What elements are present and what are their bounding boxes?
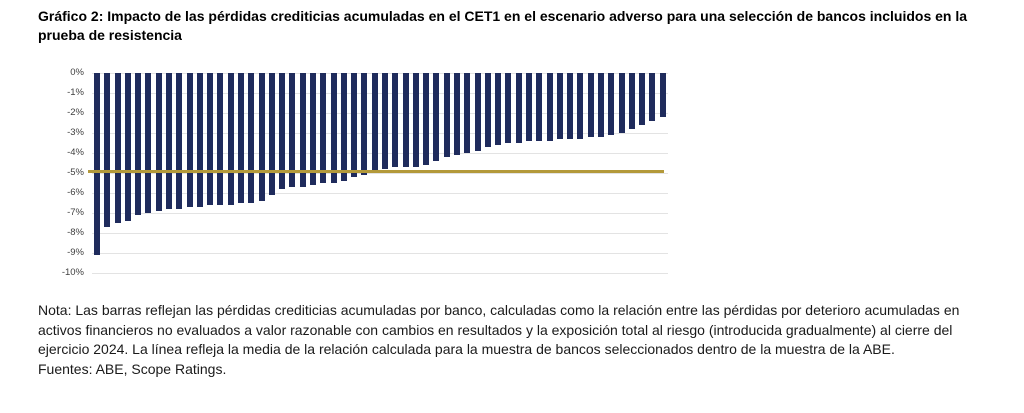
bar <box>94 73 100 255</box>
bar <box>474 73 481 151</box>
bar <box>320 73 327 183</box>
bar <box>361 73 368 175</box>
bar <box>515 73 522 143</box>
bar <box>608 73 615 135</box>
bar <box>145 73 152 213</box>
bar <box>196 73 203 207</box>
bar <box>258 73 265 201</box>
sources-text: Fuentes: ABE, Scope Ratings. <box>38 360 227 377</box>
bar <box>124 73 131 221</box>
bar <box>392 73 399 167</box>
bar <box>104 73 111 227</box>
bar <box>587 73 594 137</box>
bar <box>505 73 512 143</box>
bar <box>279 73 286 189</box>
bar-chart: 0% -1% -2% -3% -4% -5% -6% -7% -8% -9% -10% <box>61 67 668 278</box>
bar <box>340 73 347 181</box>
y-axis-tick-label: -3% <box>67 127 84 138</box>
bar <box>556 73 563 139</box>
gridline <box>92 252 668 254</box>
bar <box>464 73 471 153</box>
bar <box>351 73 358 177</box>
bar <box>412 73 419 167</box>
y-axis-tick-label: -2% <box>67 107 84 118</box>
gridline <box>92 172 668 174</box>
bar <box>166 73 172 209</box>
bar <box>484 73 491 147</box>
bar <box>628 73 635 129</box>
bar <box>567 73 574 139</box>
y-axis-tick-label: 0% <box>70 67 84 78</box>
note-text: Nota: Las barras reflejan las pérdidas c… <box>38 302 960 357</box>
bar <box>114 73 121 223</box>
bar <box>526 73 532 141</box>
bar <box>639 73 646 125</box>
y-axis-tick-label: -8% <box>67 227 84 238</box>
bar <box>443 73 450 157</box>
gridline <box>92 152 668 154</box>
bar <box>371 73 378 171</box>
bar <box>402 73 409 167</box>
bar <box>135 73 142 215</box>
bar <box>382 73 388 169</box>
gridline <box>92 212 668 214</box>
bar <box>546 73 553 141</box>
bar <box>330 73 337 183</box>
y-axis-tick-label: -10% <box>61 267 84 278</box>
bar <box>577 73 584 139</box>
bar <box>227 73 234 205</box>
bar <box>536 73 543 141</box>
y-axis-tick-label: -1% <box>67 87 84 98</box>
gridline <box>92 232 668 234</box>
bar <box>268 73 275 195</box>
y-axis-tick-label: -9% <box>67 247 84 258</box>
bar <box>454 73 460 155</box>
gridline <box>92 192 668 194</box>
y-axis-tick-label: -7% <box>67 207 84 218</box>
bar <box>207 73 214 205</box>
y-axis-tick-label: -4% <box>67 147 84 158</box>
mean-line <box>88 169 664 173</box>
gridline <box>92 112 668 114</box>
bar <box>238 73 244 203</box>
y-axis-tick-label: -6% <box>67 187 84 198</box>
bar <box>495 73 502 145</box>
y-axis-tick-label: -5% <box>67 167 84 178</box>
bar <box>248 73 255 203</box>
gridline <box>92 132 668 134</box>
gridline <box>92 92 668 94</box>
bar <box>176 73 183 209</box>
bar <box>155 73 162 211</box>
bar <box>618 73 625 133</box>
bar <box>310 73 316 185</box>
bar <box>659 73 666 117</box>
page-title: Gráfico 2: Impacto de las pérdidas credi… <box>38 8 968 43</box>
gridline <box>92 272 668 274</box>
bar <box>423 73 430 165</box>
chart-footnote: Nota: Las barras reflejan las pérdidas c… <box>38 301 990 379</box>
bar <box>433 73 440 161</box>
bar <box>299 73 306 187</box>
bar <box>598 73 604 137</box>
bar <box>217 73 224 205</box>
plot-area <box>88 72 668 274</box>
bar <box>289 73 296 187</box>
bar <box>186 73 193 207</box>
bar <box>649 73 656 121</box>
gridline <box>92 72 668 74</box>
